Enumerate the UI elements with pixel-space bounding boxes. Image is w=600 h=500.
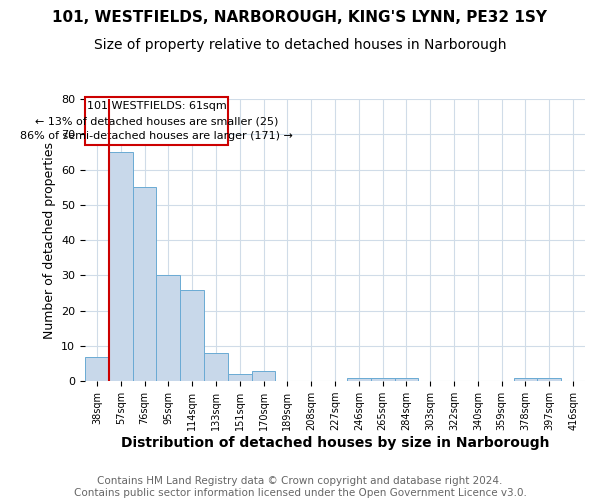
Text: Contains HM Land Registry data © Crown copyright and database right 2024.
Contai: Contains HM Land Registry data © Crown c… [74,476,526,498]
Text: Size of property relative to detached houses in Narborough: Size of property relative to detached ho… [94,38,506,52]
Bar [85,97,228,145]
Text: 101 WESTFIELDS: 61sqm
← 13% of detached houses are smaller (25)
86% of semi-deta: 101 WESTFIELDS: 61sqm ← 13% of detached … [20,101,293,141]
Bar [538,378,561,381]
Bar [85,356,109,381]
Text: 101, WESTFIELDS, NARBOROUGH, KING'S LYNN, PE32 1SY: 101, WESTFIELDS, NARBOROUGH, KING'S LYNN… [53,10,548,25]
Bar [204,353,228,381]
Bar [180,290,204,381]
Bar [514,378,538,381]
Y-axis label: Number of detached properties: Number of detached properties [43,142,56,338]
Bar [371,378,395,381]
X-axis label: Distribution of detached houses by size in Narborough: Distribution of detached houses by size … [121,436,549,450]
Bar [109,152,133,381]
Bar [395,378,418,381]
Bar [251,370,275,381]
Bar [157,276,180,381]
Bar [347,378,371,381]
Bar [228,374,251,381]
Bar [133,187,157,381]
